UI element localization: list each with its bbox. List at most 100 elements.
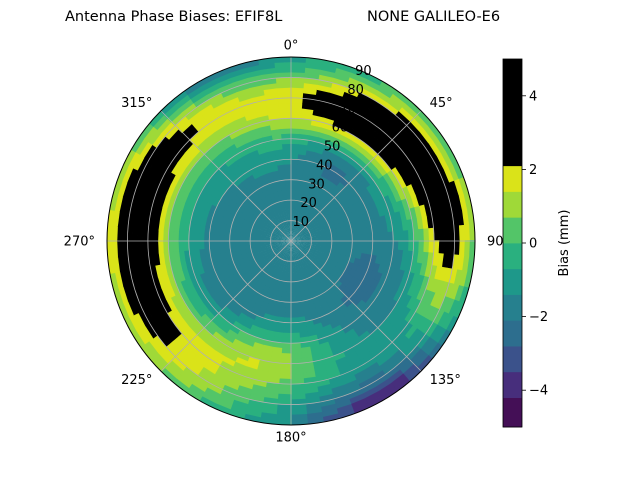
heat-cell bbox=[301, 300, 309, 307]
heat-cell bbox=[322, 324, 333, 333]
heat-cell bbox=[314, 247, 322, 252]
heat-cell bbox=[333, 72, 352, 83]
heat-cell bbox=[287, 245, 290, 252]
heat-cell bbox=[314, 99, 329, 108]
heat-cell bbox=[137, 226, 144, 242]
heat-cell bbox=[406, 284, 417, 298]
heat-cell bbox=[290, 393, 306, 400]
heat-cell bbox=[290, 163, 299, 170]
heat-cell bbox=[192, 134, 207, 148]
heat-cell bbox=[303, 310, 312, 317]
heat-cell bbox=[307, 251, 314, 256]
heat-cell bbox=[142, 278, 152, 295]
heat-cell bbox=[280, 128, 292, 135]
heat-cell bbox=[344, 384, 362, 396]
heat-cell bbox=[286, 189, 292, 196]
heat-cell bbox=[408, 229, 415, 242]
heat-cell bbox=[361, 177, 372, 189]
heat-cell bbox=[407, 328, 422, 344]
heat-cell bbox=[349, 134, 363, 146]
heat-cell bbox=[378, 294, 390, 307]
heat-cell bbox=[359, 303, 370, 314]
heat-cell bbox=[291, 241, 294, 247]
heat-cell bbox=[259, 256, 266, 262]
heat-cell bbox=[141, 292, 153, 309]
heat-cell bbox=[326, 102, 341, 112]
heat-cell bbox=[366, 226, 373, 235]
heat-cell bbox=[253, 136, 266, 146]
heat-cell bbox=[401, 270, 411, 284]
heat-cell bbox=[370, 157, 382, 170]
heat-cell bbox=[181, 201, 191, 214]
heat-cell bbox=[165, 284, 176, 298]
heat-cell bbox=[111, 224, 118, 242]
heat-cell bbox=[372, 94, 389, 108]
heat-cell bbox=[319, 126, 332, 136]
heat-cell bbox=[296, 228, 302, 234]
heat-cell bbox=[265, 234, 272, 238]
heat-cell bbox=[289, 220, 292, 226]
heat-cell bbox=[295, 243, 301, 248]
heat-cell bbox=[262, 251, 269, 257]
heat-cell bbox=[363, 338, 378, 351]
heat-cell bbox=[285, 238, 291, 241]
colorbar-band bbox=[503, 243, 522, 270]
heat-cell bbox=[216, 393, 235, 405]
heat-cell bbox=[212, 67, 231, 80]
heat-cell bbox=[290, 419, 309, 425]
heat-cell bbox=[372, 138, 386, 152]
heat-cell bbox=[437, 329, 452, 348]
heat-cell bbox=[293, 271, 298, 278]
heat-cell bbox=[203, 386, 221, 400]
heat-cell bbox=[300, 234, 306, 238]
heat-cell bbox=[221, 355, 236, 367]
heat-cell bbox=[423, 339, 439, 357]
heat-cell bbox=[202, 279, 212, 291]
heat-cell bbox=[423, 305, 436, 322]
heat-cell bbox=[414, 262, 423, 277]
heat-cell bbox=[136, 170, 148, 188]
colorbar-band bbox=[503, 268, 522, 295]
heat-cell bbox=[298, 285, 305, 292]
heat-cell bbox=[300, 243, 307, 247]
heat-cell bbox=[302, 249, 309, 255]
heat-cell bbox=[201, 127, 216, 140]
heat-cell bbox=[317, 222, 324, 229]
heat-cell bbox=[281, 234, 287, 239]
colorbar-band bbox=[503, 191, 522, 218]
heat-cell bbox=[277, 264, 283, 271]
heat-cell bbox=[290, 271, 295, 278]
heat-cell bbox=[382, 126, 397, 141]
heat-cell bbox=[214, 227, 221, 236]
heat-cell bbox=[415, 192, 425, 208]
heat-cell bbox=[248, 351, 262, 361]
heat-cell bbox=[173, 250, 181, 263]
heat-cell bbox=[137, 309, 150, 327]
heat-cell bbox=[347, 393, 366, 405]
heat-cell bbox=[244, 316, 255, 325]
heat-cell bbox=[202, 107, 218, 121]
heat-cell bbox=[301, 366, 315, 374]
heat-cell bbox=[253, 99, 268, 108]
heat-cell bbox=[247, 144, 259, 154]
heat-cell bbox=[362, 150, 375, 162]
heat-cell bbox=[310, 262, 317, 269]
colorbar-tick-label: 2 bbox=[529, 163, 537, 178]
heat-cell bbox=[314, 327, 325, 336]
heat-cell bbox=[176, 269, 186, 282]
heat-cell bbox=[386, 266, 396, 279]
heat-cell bbox=[242, 338, 255, 348]
heat-cell bbox=[177, 151, 190, 166]
heat-cell bbox=[401, 219, 409, 232]
heat-cell bbox=[228, 403, 247, 415]
heat-cell bbox=[214, 326, 227, 338]
heat-cell bbox=[253, 374, 268, 383]
heat-cell bbox=[354, 345, 369, 357]
heat-cell bbox=[376, 164, 388, 177]
heat-cell bbox=[438, 168, 451, 186]
heat-cell bbox=[188, 110, 204, 125]
heat-cell bbox=[302, 256, 308, 263]
heat-cell bbox=[290, 148, 300, 155]
heat-cell bbox=[290, 133, 301, 140]
heat-cell bbox=[267, 264, 274, 271]
